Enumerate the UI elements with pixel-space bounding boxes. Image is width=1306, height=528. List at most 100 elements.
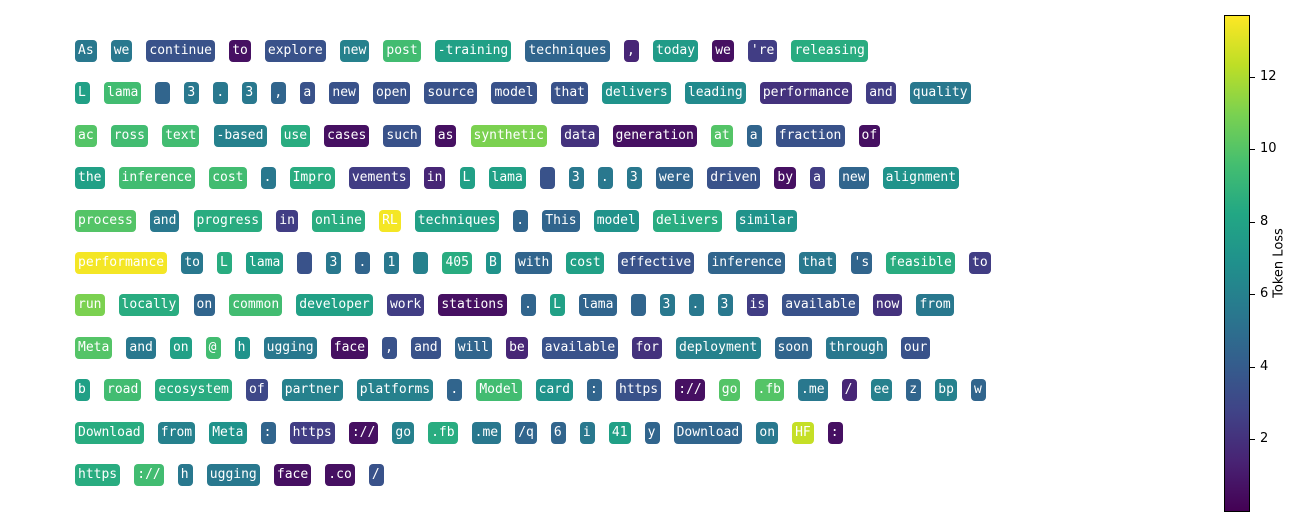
- colorbar-tick-label: 2: [1260, 431, 1269, 447]
- token-cell: ecosystem: [155, 379, 233, 402]
- token-cell: go: [392, 421, 415, 444]
- token-cell: y: [644, 421, 660, 444]
- token-cell: cost: [566, 252, 604, 274]
- token-cell: data: [561, 124, 599, 147]
- token-cell: .fb: [428, 421, 458, 444]
- token-cell: is: [746, 294, 769, 317]
- token-cell: to: [181, 252, 204, 274]
- token-cell: work: [386, 294, 425, 317]
- token-cell: 1: [384, 252, 400, 274]
- token-cell: RL: [379, 209, 401, 232]
- colorbar-tick-label: 10: [1260, 141, 1277, 157]
- token-cell: at: [711, 124, 733, 147]
- token-cell: performance: [75, 252, 168, 274]
- token-cell: on: [756, 421, 779, 444]
- token-cell: a: [810, 167, 826, 190]
- colorbar-tick-mark: [1250, 366, 1255, 368]
- token-cell: to: [969, 252, 991, 274]
- token-cell: driven: [707, 167, 761, 190]
- token-cell: 3: [326, 252, 342, 274]
- colorbar-tick-mark: [1250, 221, 1255, 223]
- token-cell: releasing: [791, 40, 869, 62]
- token-cell: .: [355, 252, 371, 274]
- token-cell: inference: [708, 252, 786, 274]
- token-cell: face: [330, 336, 369, 359]
- token-cell: run: [75, 294, 105, 317]
- token-cell: explore: [264, 40, 326, 62]
- colorbar-tick-label: 8: [1260, 213, 1269, 229]
- token-cell: stations: [438, 294, 508, 317]
- token-cell: bp: [935, 379, 957, 402]
- token-cell: z: [906, 379, 922, 402]
- token-cell: online: [312, 209, 366, 232]
- token-cell: [413, 252, 429, 274]
- token-cell: techniques: [414, 209, 500, 232]
- token-cell: h: [177, 464, 193, 486]
- token-cell: locally: [118, 294, 180, 317]
- token-cell: https: [616, 379, 662, 402]
- token-cell: L: [75, 82, 90, 105]
- token-cell: This: [542, 209, 580, 232]
- token-cell: and: [411, 336, 441, 359]
- token-cell: ugging: [263, 336, 317, 359]
- token-cell: model: [491, 82, 537, 105]
- token-cell: a: [746, 124, 762, 147]
- token-cell: w: [971, 379, 986, 402]
- token-cell: Meta: [75, 336, 113, 359]
- token-cell: our: [900, 336, 931, 359]
- token-cell: with: [515, 252, 553, 274]
- token-cell: .me: [471, 421, 502, 444]
- token-cell: that: [550, 82, 589, 105]
- token-cell: L: [550, 294, 566, 317]
- token-cell: will: [454, 336, 493, 359]
- token-cell: quality: [909, 82, 971, 105]
- token-cell: soon: [774, 336, 812, 359]
- token-cell: vements: [348, 167, 410, 190]
- token-cell: lama: [579, 294, 617, 317]
- token-cell: face: [273, 464, 312, 486]
- token-cell: and: [126, 336, 156, 359]
- token-cell: partner: [281, 379, 343, 402]
- token-cell: alignment: [882, 167, 960, 190]
- token-cell: available: [782, 294, 859, 317]
- token-cell: synthetic: [470, 124, 548, 147]
- token-cell: deployment: [676, 336, 761, 359]
- colorbar: [1224, 15, 1250, 512]
- token-cell: .: [513, 209, 529, 232]
- token-cell: now: [872, 294, 903, 317]
- token-cell: lama: [488, 167, 526, 190]
- token-cell: source: [424, 82, 478, 105]
- token-cell: in: [276, 209, 298, 232]
- token-cell: 3: [659, 294, 675, 317]
- token-cell: 3: [242, 82, 258, 105]
- token-cell: 6: [550, 421, 566, 444]
- token-cell: we: [110, 40, 133, 62]
- colorbar-tick-mark: [1250, 294, 1255, 296]
- token-cell: ugging: [206, 464, 260, 486]
- colorbar-tick-label: 4: [1260, 358, 1269, 374]
- token-cell: /: [841, 379, 857, 402]
- token-cell: ac: [75, 124, 97, 147]
- colorbar-tick-label: 12: [1260, 68, 1277, 84]
- token-cell: @: [205, 336, 221, 359]
- token-cell: ://: [348, 421, 379, 444]
- token-cell: https: [75, 464, 121, 486]
- token-cell: of: [858, 124, 881, 147]
- token-cell: techniques: [525, 40, 610, 62]
- token-cell: delivers: [602, 82, 671, 105]
- token-cell: and: [149, 209, 180, 232]
- token-cell: new: [329, 82, 359, 105]
- token-cell: such: [383, 124, 421, 147]
- token-cell: 3: [184, 82, 200, 105]
- token-cell: -training: [434, 40, 512, 62]
- token-cell: /: [368, 464, 384, 486]
- token-cell: lama: [246, 252, 284, 274]
- token-cell: .: [521, 294, 537, 317]
- token-cell: card: [535, 379, 573, 402]
- token-cell: use: [280, 124, 311, 147]
- token-cell: Download: [673, 421, 743, 444]
- token-cell: [539, 167, 555, 190]
- token-cell: and: [866, 82, 896, 105]
- token-cell: go: [718, 379, 741, 402]
